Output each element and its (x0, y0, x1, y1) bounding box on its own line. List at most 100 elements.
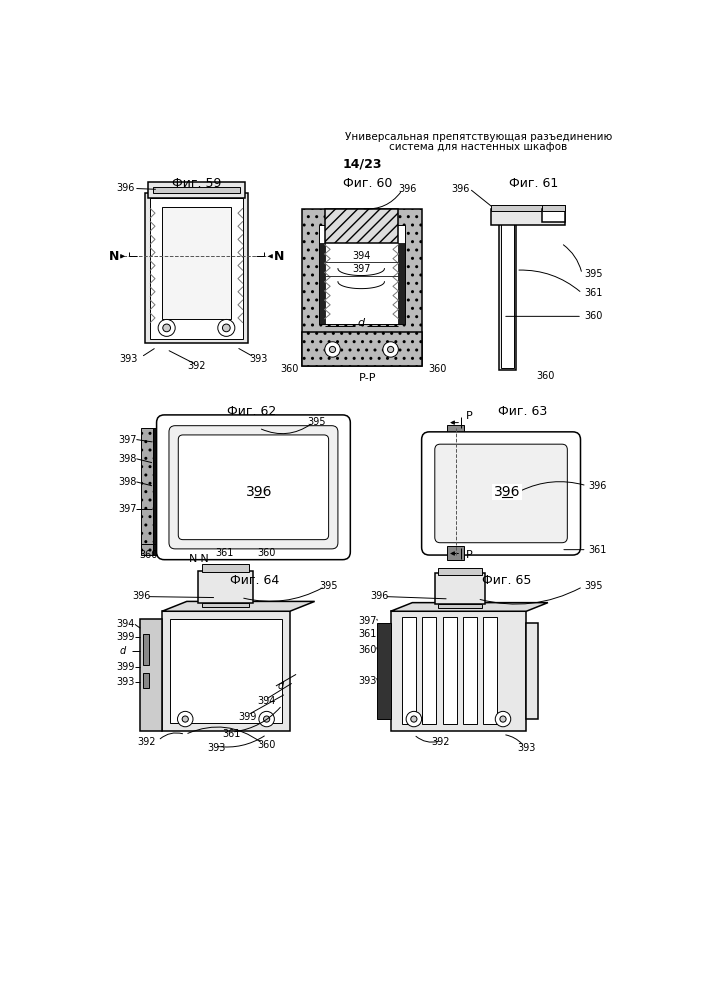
Bar (301, 332, 421, 366)
Bar (462, 617, 477, 724)
Text: 360: 360 (140, 550, 158, 560)
Circle shape (325, 342, 340, 357)
Bar (448, 546, 464, 560)
Text: 393: 393 (117, 677, 135, 687)
Circle shape (329, 346, 336, 353)
Bar (501, 222, 514, 368)
FancyBboxPatch shape (156, 415, 351, 560)
Text: 396: 396 (588, 481, 607, 491)
Text: Фиг. 64: Фиг. 64 (230, 574, 280, 587)
Polygon shape (162, 601, 315, 611)
Text: 394: 394 (117, 619, 135, 629)
Text: 393: 393 (207, 743, 226, 753)
Text: 396: 396 (245, 485, 272, 499)
Circle shape (411, 716, 417, 722)
Text: Универсальная препятствующая разъединению: Универсальная препятствующая разъединени… (344, 132, 612, 142)
Text: система для настенных шкафов: система для настенных шкафов (389, 142, 567, 152)
Text: 396: 396 (493, 485, 520, 499)
Bar (319, 243, 325, 324)
Text: N: N (109, 250, 119, 263)
Text: 392: 392 (432, 737, 450, 747)
Text: 392: 392 (187, 361, 206, 371)
Text: 396: 396 (398, 184, 416, 194)
Text: 392: 392 (137, 737, 156, 747)
FancyBboxPatch shape (421, 432, 580, 555)
Bar (301, 209, 421, 366)
Text: 397: 397 (118, 504, 136, 514)
Text: 396: 396 (132, 591, 151, 601)
Text: 395: 395 (308, 417, 326, 427)
Text: 360: 360 (257, 548, 276, 558)
Bar (422, 617, 436, 724)
Text: 360: 360 (281, 364, 299, 374)
Bar (202, 564, 249, 572)
Text: 360: 360 (537, 371, 555, 381)
Bar (170, 619, 282, 723)
Bar (152, 544, 164, 555)
Text: 360: 360 (585, 311, 603, 321)
Polygon shape (391, 603, 548, 611)
Bar (448, 425, 464, 439)
Bar (491, 205, 565, 211)
Text: Р: Р (467, 411, 473, 421)
Text: 14/23: 14/23 (342, 157, 382, 170)
Bar (319, 225, 404, 324)
Bar (402, 617, 416, 724)
Text: N: N (274, 250, 284, 263)
Bar (148, 182, 245, 198)
Text: 393: 393 (119, 354, 138, 364)
Bar (398, 243, 404, 324)
Text: 393: 393 (517, 743, 535, 753)
FancyBboxPatch shape (169, 426, 338, 549)
Text: 360: 360 (358, 645, 377, 655)
Text: d: d (119, 646, 126, 656)
Bar (153, 187, 240, 193)
Text: 396: 396 (117, 183, 135, 193)
Bar (141, 544, 153, 555)
Text: 399: 399 (238, 712, 257, 722)
Text: 399: 399 (117, 662, 135, 672)
Circle shape (500, 716, 506, 722)
Bar (143, 634, 149, 665)
Text: 360: 360 (257, 740, 276, 750)
Bar (141, 428, 153, 547)
Circle shape (259, 711, 274, 727)
Bar (150, 198, 243, 339)
Text: Фиг. 63: Фиг. 63 (498, 405, 547, 418)
Text: 393: 393 (358, 676, 377, 686)
Bar (542, 209, 565, 222)
Text: Р: Р (467, 550, 473, 560)
Text: 397: 397 (358, 615, 377, 626)
Text: 399: 399 (117, 632, 135, 642)
Bar (438, 568, 482, 575)
Text: 396: 396 (451, 184, 469, 194)
Text: 394: 394 (257, 696, 276, 706)
Text: Фиг. 62: Фиг. 62 (226, 405, 276, 418)
Bar (202, 603, 249, 607)
FancyBboxPatch shape (435, 444, 567, 543)
Circle shape (163, 324, 170, 332)
FancyBboxPatch shape (178, 435, 329, 540)
Bar (448, 439, 464, 445)
Bar (542, 205, 565, 211)
Text: 393: 393 (250, 354, 268, 364)
Text: 360: 360 (428, 364, 446, 374)
Bar (438, 604, 482, 608)
Text: 361: 361 (223, 729, 241, 739)
Text: Р-Р: Р-Р (358, 373, 376, 383)
Text: 398: 398 (118, 477, 136, 487)
Text: 395: 395 (585, 581, 603, 591)
Circle shape (218, 319, 235, 336)
Bar (435, 573, 485, 604)
Circle shape (223, 324, 230, 332)
Text: N-N: N-N (189, 554, 209, 564)
Text: Фиг. 65: Фиг. 65 (482, 574, 532, 587)
Bar (145, 193, 248, 343)
Circle shape (383, 342, 398, 357)
Bar (391, 611, 526, 731)
Bar (499, 220, 516, 370)
Text: 398: 398 (118, 454, 136, 464)
Circle shape (264, 716, 270, 722)
Text: 395: 395 (585, 269, 603, 279)
Bar (152, 428, 164, 547)
